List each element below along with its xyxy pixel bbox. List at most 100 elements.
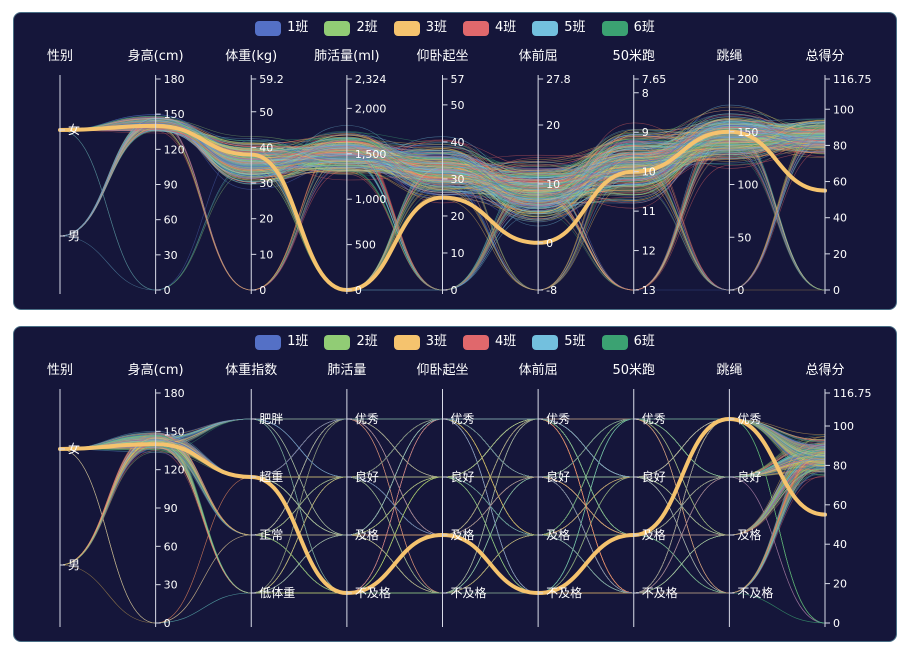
legend-label: 1班 xyxy=(287,334,309,349)
data-line xyxy=(59,438,826,594)
axis-title: 50米跑 xyxy=(612,363,655,378)
tick-label: 150 xyxy=(164,425,185,438)
axis-title: 总得分 xyxy=(805,48,844,64)
tick-label: 0 xyxy=(833,617,840,630)
legend-label: 6班 xyxy=(633,20,655,35)
tick-label: 60 xyxy=(164,540,178,553)
tick-label: 8 xyxy=(642,87,649,100)
chart-panel-physical-scores: 1班 2班 3班 4班 5班 6班 性别女男身高(cm) 180 150 120 90 6… xyxy=(13,12,897,310)
tick-label: 150 xyxy=(737,126,758,139)
legend-label: 3班 xyxy=(425,20,447,35)
axis-7: 跳绳 200 150 100 50 0 xyxy=(716,49,758,297)
tick-label: 12 xyxy=(642,245,656,258)
category-label: 良好 xyxy=(642,469,666,484)
axis-1: 身高(cm) 180 150 120 90 60 30 0 xyxy=(128,48,185,297)
category-label: 及格 xyxy=(451,527,475,542)
category-label: 优秀 xyxy=(451,412,475,426)
data-line xyxy=(59,119,826,237)
legend-item-class-1[interactable]: 1班 xyxy=(255,333,308,351)
category-label: 优秀 xyxy=(642,412,666,426)
legend-item-class-6[interactable]: 6班 xyxy=(601,19,655,37)
legend-item-class-3[interactable]: 3班 xyxy=(393,19,447,37)
legend-item-class-6[interactable]: 6班 xyxy=(601,333,655,351)
tick-label: 2,324 xyxy=(355,73,387,86)
tick-label: 30 xyxy=(451,173,465,186)
axis-3: 肺活量(ml) 2,324 2,000 1,500 1,000 500 0 xyxy=(314,49,386,297)
data-line xyxy=(59,125,826,291)
tick-label: 50 xyxy=(737,231,751,244)
legend-swatch xyxy=(255,20,282,36)
legend-swatch xyxy=(324,334,351,350)
tick-label: 2,000 xyxy=(355,102,387,115)
tick-label: 30 xyxy=(164,579,178,592)
category-label: 优秀 xyxy=(546,412,570,426)
legend-item-class-2[interactable]: 2班 xyxy=(324,19,378,37)
axis-5: 体前屈 27.8 20 10 0 -8 xyxy=(519,48,571,297)
tick-label: 80 xyxy=(833,139,847,152)
legend-label: 4班 xyxy=(495,334,517,349)
tick-label: 180 xyxy=(164,73,185,86)
tick-label: 100 xyxy=(833,420,854,433)
category-label: 良好 xyxy=(737,469,761,484)
legend-item-class-4[interactable]: 4班 xyxy=(463,333,516,351)
axis-title: 50米跑 xyxy=(612,49,655,64)
tick-label: 90 xyxy=(164,179,178,192)
tick-label: 10 xyxy=(451,247,465,260)
tick-label: 0 xyxy=(355,284,362,297)
category-label: 男 xyxy=(68,229,80,243)
tick-label: 27.8 xyxy=(546,73,571,86)
legend-item-class-5[interactable]: 5班 xyxy=(532,19,586,37)
tick-label: 0 xyxy=(546,237,553,250)
category-label: 及格 xyxy=(642,527,666,542)
tick-label: -8 xyxy=(546,284,557,297)
legend-item-class-3[interactable]: 3班 xyxy=(393,333,447,351)
tick-label: 59.2 xyxy=(259,73,284,86)
legend-swatch xyxy=(393,334,420,350)
legend-swatch xyxy=(255,334,282,350)
axis-title: 身高(cm) xyxy=(128,362,184,378)
legend-label: 3班 xyxy=(425,334,447,349)
tick-label: 10 xyxy=(642,166,656,179)
legend-label: 4班 xyxy=(495,20,517,35)
category-label: 不及格 xyxy=(546,585,582,600)
legend: 1班 2班 3班 4班 5班 6班 xyxy=(14,19,896,37)
tick-label: 60 xyxy=(164,214,178,227)
legend-item-class-1[interactable]: 1班 xyxy=(255,19,308,37)
category-label: 男 xyxy=(68,558,80,572)
tick-label: 1,000 xyxy=(355,193,387,206)
tick-label: 40 xyxy=(833,538,847,551)
axis-title: 体重(kg) xyxy=(225,48,277,64)
axis-title: 体前屈 xyxy=(519,48,558,64)
highlighted-record-line[interactable] xyxy=(58,416,827,596)
parallel-chart-grades: 性别女男身高(cm)1801501209060300体重指数肥胖超重正常低体重肺… xyxy=(47,362,872,630)
tick-label: 150 xyxy=(164,108,185,121)
category-label: 良好 xyxy=(355,469,379,484)
tick-label: 50 xyxy=(451,99,465,112)
tick-label: 10 xyxy=(546,178,560,191)
legend-label: 2班 xyxy=(356,334,378,349)
legend-swatch xyxy=(601,334,628,350)
data-line xyxy=(59,122,826,199)
category-label: 良好 xyxy=(451,469,475,484)
legend-item-class-4[interactable]: 4班 xyxy=(463,19,516,37)
tick-label: 100 xyxy=(833,103,854,116)
legend-swatch xyxy=(532,334,559,350)
tick-label: 13 xyxy=(642,284,656,297)
tick-label: 11 xyxy=(642,205,656,218)
legend-item-class-5[interactable]: 5班 xyxy=(532,333,586,351)
legend: 1班 2班 3班 4班 5班 6班 xyxy=(14,333,896,351)
tick-label: 40 xyxy=(833,212,847,225)
tick-label: 7.65 xyxy=(642,73,667,86)
tick-label: 116.75 xyxy=(833,387,872,400)
legend-item-class-2[interactable]: 2班 xyxy=(324,333,378,351)
category-label: 女 xyxy=(68,122,80,137)
tick-label: 20 xyxy=(451,210,465,223)
tick-label: 10 xyxy=(259,248,273,261)
tick-label: 9 xyxy=(642,126,649,139)
tick-label: 1,500 xyxy=(355,148,387,161)
tick-label: 90 xyxy=(164,502,178,515)
legend-label: 6班 xyxy=(633,334,655,349)
